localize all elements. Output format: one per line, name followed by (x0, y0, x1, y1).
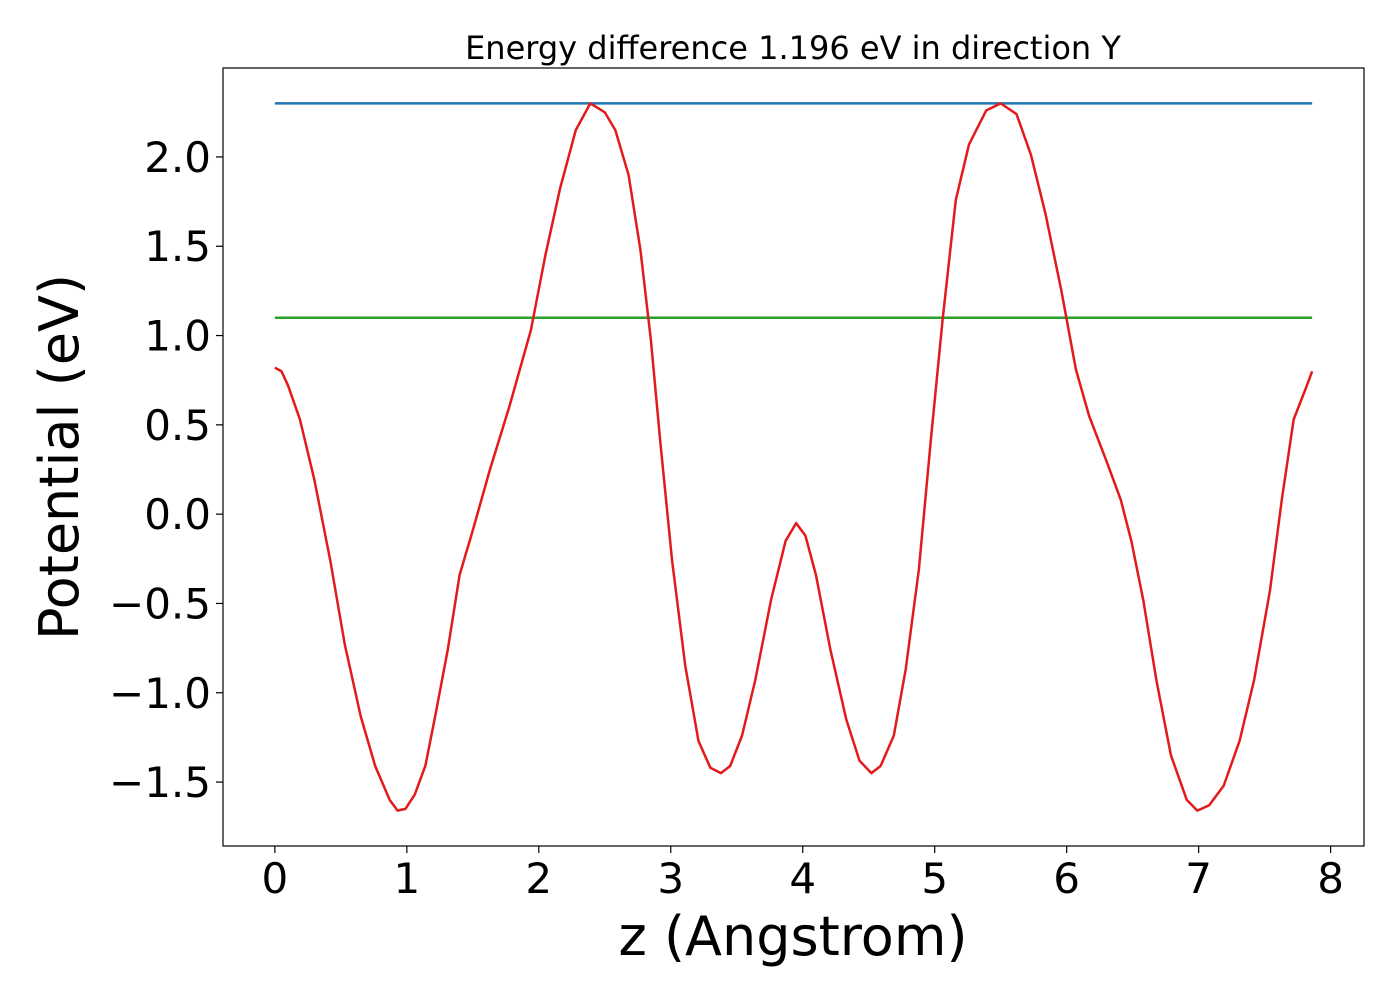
x-tick-label: 4 (789, 854, 816, 903)
y-tick-label: 1.5 (144, 222, 211, 271)
x-axis-label: z (Angstrom) (618, 905, 967, 968)
x-tick-label: 1 (393, 854, 420, 903)
x-tick-label: 7 (1185, 854, 1212, 903)
x-tick-label: 2 (525, 854, 552, 903)
y-tick-label: −1.5 (109, 758, 211, 807)
x-tick-label: 0 (261, 854, 288, 903)
y-tick-label: 0.0 (144, 490, 211, 539)
y-axis-label: Potential (eV) (28, 274, 91, 640)
y-tick-label: 1.0 (144, 312, 211, 361)
data-line (274, 102, 1314, 812)
x-tick-label: 5 (921, 854, 948, 903)
y-tick-label: −1.0 (109, 669, 211, 718)
y-tick-label: 0.5 (144, 401, 211, 450)
chart-title: Energy difference 1.196 eV in direction … (465, 29, 1121, 67)
x-tick-label: 8 (1317, 854, 1344, 903)
y-tick-label: −0.5 (109, 579, 211, 628)
x-tick-label: 6 (1053, 854, 1080, 903)
plot-frame (222, 67, 1365, 847)
y-tick-label: 2.0 (144, 133, 211, 182)
x-tick-label: 3 (657, 854, 684, 903)
